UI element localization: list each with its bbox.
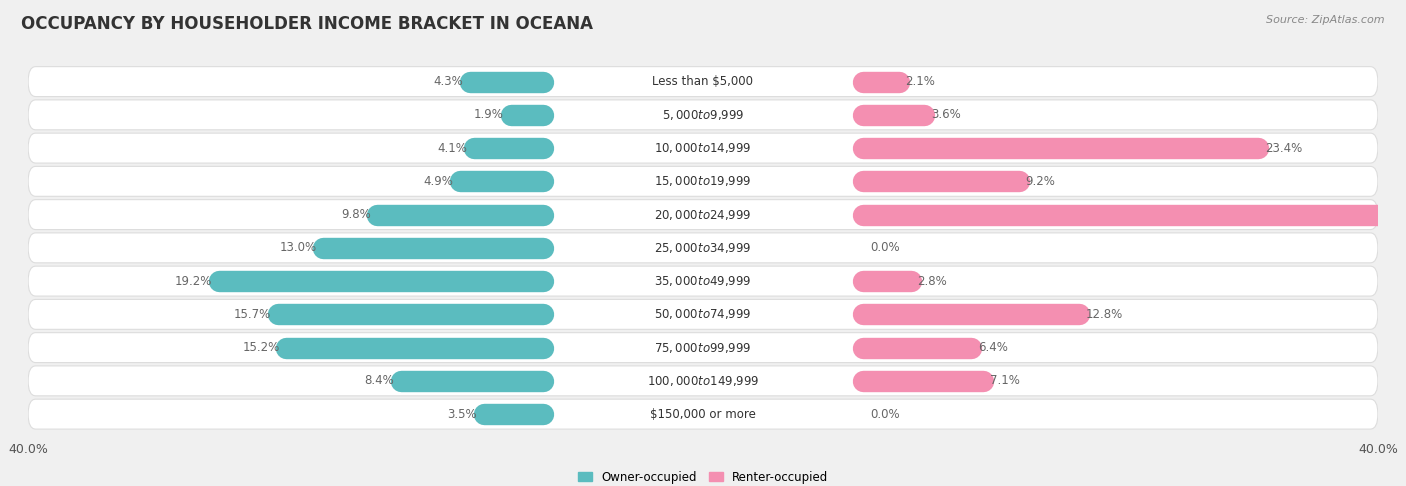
Text: 2.8%: 2.8% <box>917 275 948 288</box>
FancyBboxPatch shape <box>28 166 1378 196</box>
FancyBboxPatch shape <box>28 233 1378 263</box>
FancyBboxPatch shape <box>28 399 1378 429</box>
Text: 19.2%: 19.2% <box>174 275 212 288</box>
Bar <box>401 372 543 390</box>
Text: Less than $5,000: Less than $5,000 <box>652 75 754 88</box>
Text: $75,000 to $99,999: $75,000 to $99,999 <box>654 341 752 355</box>
Bar <box>460 172 543 191</box>
Text: 3.6%: 3.6% <box>931 108 960 122</box>
Text: $35,000 to $49,999: $35,000 to $49,999 <box>654 274 752 288</box>
Text: 15.7%: 15.7% <box>233 308 271 321</box>
Bar <box>484 405 543 423</box>
Text: $5,000 to $9,999: $5,000 to $9,999 <box>662 108 744 122</box>
Text: 8.4%: 8.4% <box>364 374 394 387</box>
FancyBboxPatch shape <box>28 366 1378 396</box>
Text: 4.9%: 4.9% <box>423 175 453 188</box>
Text: $100,000 to $149,999: $100,000 to $149,999 <box>647 374 759 388</box>
Bar <box>863 272 911 290</box>
Bar <box>863 372 983 390</box>
Text: $20,000 to $24,999: $20,000 to $24,999 <box>654 208 752 222</box>
Bar <box>474 139 543 157</box>
Bar <box>863 338 972 357</box>
Text: 1.9%: 1.9% <box>474 108 503 122</box>
Text: Source: ZipAtlas.com: Source: ZipAtlas.com <box>1267 15 1385 25</box>
Bar <box>287 338 543 357</box>
Bar <box>470 72 543 91</box>
Bar <box>863 72 898 91</box>
Text: $150,000 or more: $150,000 or more <box>650 408 756 420</box>
Text: 4.1%: 4.1% <box>437 141 467 155</box>
Bar <box>219 272 543 290</box>
Text: $15,000 to $19,999: $15,000 to $19,999 <box>654 174 752 189</box>
Bar <box>863 206 1406 224</box>
Text: 2.1%: 2.1% <box>905 75 935 88</box>
Text: $50,000 to $74,999: $50,000 to $74,999 <box>654 307 752 321</box>
Text: 0.0%: 0.0% <box>870 242 900 254</box>
Text: 9.2%: 9.2% <box>1025 175 1054 188</box>
Bar <box>863 139 1258 157</box>
Text: 4.3%: 4.3% <box>433 75 464 88</box>
Legend: Owner-occupied, Renter-occupied: Owner-occupied, Renter-occupied <box>572 466 834 486</box>
Bar <box>323 239 543 257</box>
Text: 12.8%: 12.8% <box>1085 308 1123 321</box>
FancyBboxPatch shape <box>28 332 1378 363</box>
FancyBboxPatch shape <box>28 200 1378 229</box>
Bar <box>377 206 543 224</box>
FancyBboxPatch shape <box>28 67 1378 97</box>
Text: OCCUPANCY BY HOUSEHOLDER INCOME BRACKET IN OCEANA: OCCUPANCY BY HOUSEHOLDER INCOME BRACKET … <box>21 15 593 33</box>
Bar <box>863 172 1018 191</box>
FancyBboxPatch shape <box>28 299 1378 330</box>
Bar <box>278 305 543 324</box>
Text: 15.2%: 15.2% <box>242 341 280 354</box>
Text: 23.4%: 23.4% <box>1265 141 1302 155</box>
FancyBboxPatch shape <box>28 133 1378 163</box>
Text: 6.4%: 6.4% <box>979 341 1008 354</box>
Bar <box>863 105 924 124</box>
Text: 0.0%: 0.0% <box>870 408 900 420</box>
Bar <box>863 305 1080 324</box>
Text: 9.8%: 9.8% <box>340 208 371 221</box>
Text: 13.0%: 13.0% <box>280 242 316 254</box>
Text: $10,000 to $14,999: $10,000 to $14,999 <box>654 141 752 155</box>
FancyBboxPatch shape <box>28 266 1378 296</box>
Text: 7.1%: 7.1% <box>990 374 1019 387</box>
Text: $25,000 to $34,999: $25,000 to $34,999 <box>654 241 752 255</box>
FancyBboxPatch shape <box>28 100 1378 130</box>
Text: 3.5%: 3.5% <box>447 408 477 420</box>
Bar <box>510 105 543 124</box>
